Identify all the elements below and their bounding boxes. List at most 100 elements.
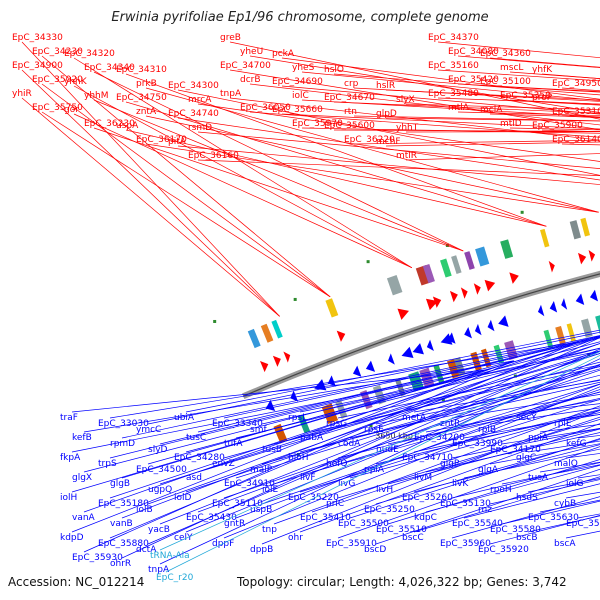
reverse-gene-label: EpC_35930	[72, 553, 123, 563]
forward-leader-line	[437, 69, 600, 82]
reverse-cog-tile	[555, 326, 566, 345]
topology-text: Topology: circular; Length: 4,026,322 bp…	[237, 575, 567, 589]
reverse-cog-tile	[581, 318, 593, 338]
forward-gene-label: EpC_35900	[532, 121, 583, 131]
reverse-gene-label: vanA	[72, 513, 96, 523]
reverse-gene-mark	[327, 375, 336, 387]
forward-gene-label: pckA	[272, 49, 295, 59]
forward-gene-label: EpC_35310	[552, 107, 600, 117]
forward-cog-tile	[271, 319, 283, 339]
reverse-leader-line	[337, 419, 600, 499]
forward-leader-line	[197, 131, 600, 169]
reverse-gene-label: livG	[338, 479, 355, 489]
forward-gene-label: yhfK	[532, 65, 553, 75]
forward-gene-mark	[473, 283, 481, 295]
reverse-leader-line	[349, 438, 600, 519]
reverse-cog-tile	[419, 367, 435, 388]
reverse-gene-label: cybB	[554, 499, 576, 509]
forward-gene-label: EpC_35750	[32, 103, 83, 113]
reverse-leader-line	[185, 329, 600, 413]
reverse-leader-line	[299, 423, 600, 533]
reverse-gene-label: dppB	[250, 545, 273, 555]
forward-cog-tile	[451, 255, 462, 275]
reverse-gene-label: kdpC	[414, 513, 437, 523]
reverse-gene-label: tnp	[262, 525, 277, 535]
forward-gene-mark	[432, 296, 442, 308]
reverse-gene-label: EpC_34500	[136, 465, 187, 475]
reverse-gene-label: codA	[338, 439, 361, 449]
forward-cog-tile	[386, 275, 403, 296]
forward-gene-mark	[484, 279, 496, 292]
reverse-leader-line	[147, 337, 600, 465]
forward-gene-label: EpC_34340	[84, 63, 135, 73]
reverse-gene-label: smf	[250, 425, 267, 435]
reverse-leader-line	[261, 347, 600, 425]
reverse-cog-tile	[595, 315, 600, 334]
reverse-gene-label: hsdS	[516, 493, 538, 503]
reverse-gene-label: EpC_35250	[364, 505, 415, 515]
reverse-gene-label: EpC_34170	[490, 445, 541, 455]
forward-gene-mark	[449, 290, 458, 303]
reverse-leader-line	[83, 360, 515, 473]
forward-gene-label: EpC_36160	[188, 151, 239, 161]
forward-gene-label: EpC_34360	[480, 49, 531, 59]
reverse-leader-line	[413, 444, 600, 493]
forward-leader-line	[93, 127, 464, 252]
reverse-gene-label: traF	[60, 413, 78, 423]
rna-leader-line	[165, 355, 600, 573]
reverse-leader-line	[375, 468, 600, 545]
reverse-leader-line	[71, 369, 485, 413]
reverse-leader-line	[311, 391, 600, 473]
forward-leader-line	[437, 41, 600, 59]
forward-leader-line	[73, 113, 412, 269]
reverse-gene-label: rplB	[478, 425, 496, 435]
reverse-leader-line	[109, 341, 579, 459]
reverse-gene-mark	[575, 293, 585, 306]
reverse-gene-label: kefG	[566, 439, 587, 449]
reverse-gene-label: rpsG	[326, 419, 347, 429]
reverse-cog-tile	[566, 323, 576, 342]
rna-gene-label: tRNA-Ala	[150, 551, 190, 561]
forward-gene-label: zntA	[136, 107, 157, 117]
forward-gene-mark	[548, 260, 555, 273]
forward-leader-line	[385, 141, 600, 147]
forward-cog-tile	[440, 258, 452, 278]
forward-gene-label: mscL	[500, 63, 523, 73]
forward-cog-tile	[569, 220, 582, 240]
reverse-leader-line	[375, 439, 600, 505]
reverse-gene-label: rpsE	[364, 425, 384, 435]
marker-dot	[369, 424, 373, 428]
marker-dot	[213, 319, 217, 323]
reverse-gene-label: EpC_35510	[376, 525, 427, 535]
forward-leader-line	[21, 41, 280, 317]
forward-gene-mark	[509, 272, 519, 284]
reverse-gene-label: celY	[174, 533, 193, 543]
reverse-gene-label: prlC	[326, 499, 344, 509]
forward-gene-mark	[336, 330, 346, 342]
marker-dot	[293, 297, 297, 301]
reverse-leader-line	[223, 336, 600, 419]
reverse-gene-label: EpC_35880	[98, 539, 149, 549]
forward-gene-mark	[397, 308, 409, 320]
reverse-leader-line	[159, 350, 600, 525]
forward-leader-line	[93, 71, 464, 252]
reverse-cog-tile	[543, 329, 554, 349]
forward-leader-line	[281, 113, 600, 130]
forward-cog-tile	[464, 251, 475, 270]
reverse-gene-label: EpC_34280	[174, 453, 225, 463]
reverse-gene-label: ubiA	[174, 413, 195, 423]
forward-leader-line	[405, 131, 600, 133]
forward-gene-label: yheS	[292, 63, 315, 73]
reverse-gene-mark	[352, 365, 362, 377]
reverse-leader-line	[197, 350, 600, 473]
forward-leader-line	[353, 139, 600, 145]
reverse-gene-mark	[589, 289, 599, 302]
reverse-gene-label: tnpA	[148, 565, 170, 575]
reverse-gene-label: fkpA	[60, 453, 81, 463]
reverse-gene-label: iolB	[136, 505, 153, 515]
reverse-leader-line	[109, 341, 579, 419]
reverse-leader-line	[147, 348, 600, 545]
forward-leader-line	[41, 111, 331, 298]
forward-gene-label: EpC_34700	[220, 61, 271, 71]
